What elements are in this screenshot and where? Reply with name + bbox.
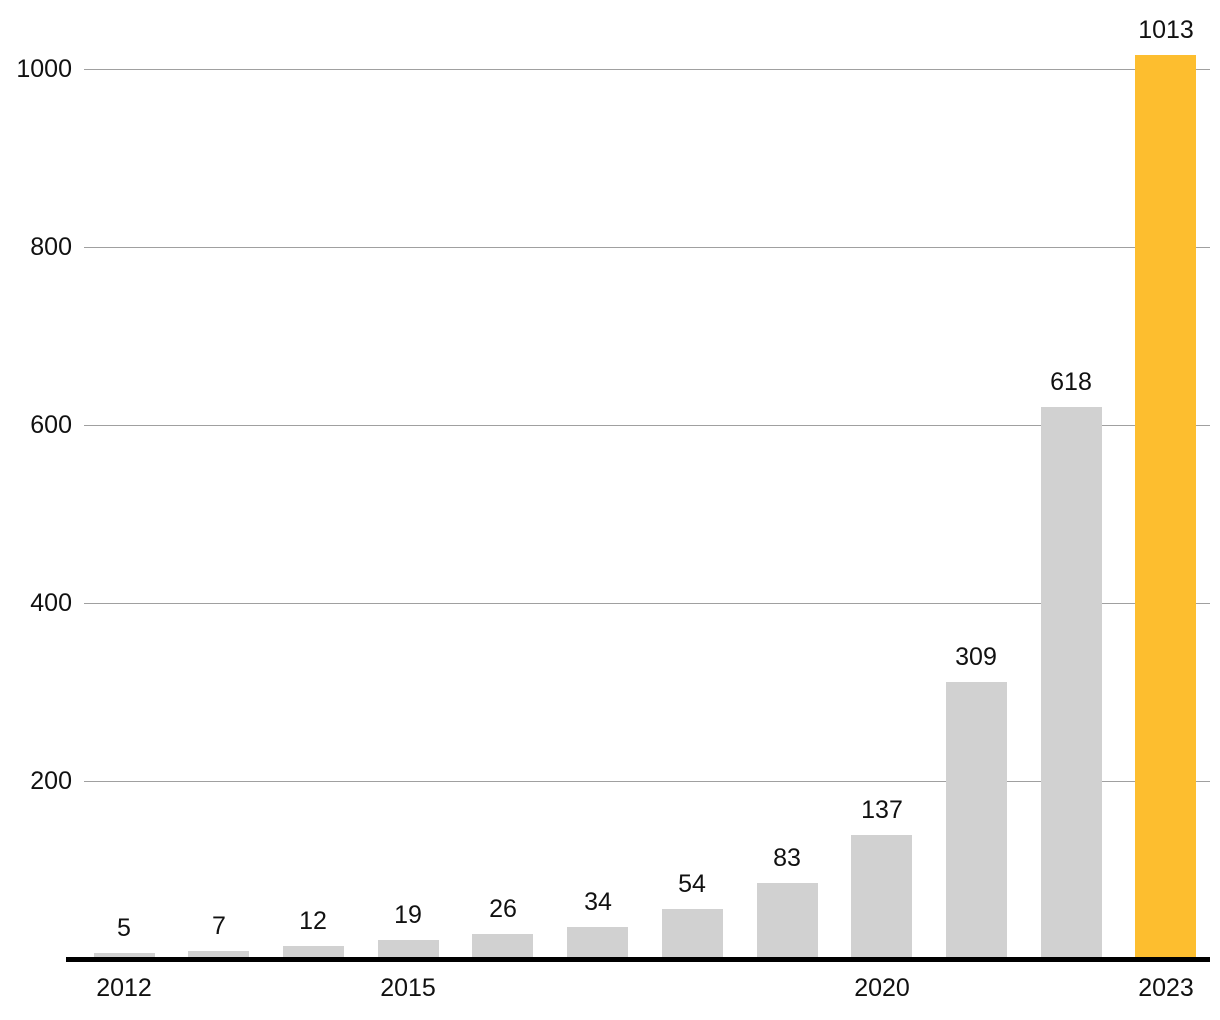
gridline-1000 [84, 69, 1210, 70]
bar-value-label-2020: 137 [861, 796, 903, 824]
bar-2019 [757, 883, 818, 957]
bar-2016 [472, 934, 533, 957]
bar-value-label-2012: 5 [117, 914, 131, 942]
gridline-600 [84, 425, 1210, 426]
bar-value-label-2018: 54 [678, 870, 706, 898]
bar-2014 [283, 946, 344, 957]
gridline-400 [84, 603, 1210, 604]
y-tick-label-600: 600 [30, 411, 72, 439]
bar-value-label-2023: 1013 [1138, 16, 1194, 44]
bar-value-label-2016: 26 [489, 895, 517, 923]
x-tick-label-2020: 2020 [854, 974, 910, 1002]
bar-value-label-2019: 83 [773, 844, 801, 872]
bar-value-label-2021: 309 [955, 643, 997, 671]
bar-2015 [378, 940, 439, 957]
y-tick-label-400: 400 [30, 589, 72, 617]
bar-value-label-2014: 12 [299, 907, 327, 935]
gridline-800 [84, 247, 1210, 248]
bar-value-label-2022: 618 [1050, 368, 1092, 396]
x-tick-label-2015: 2015 [380, 974, 436, 1002]
x-tick-label-2012: 2012 [96, 974, 152, 1002]
bar-2021 [946, 682, 1007, 957]
y-tick-label-200: 200 [30, 767, 72, 795]
y-tick-label-1000: 1000 [16, 55, 72, 83]
bar-value-label-2013: 7 [212, 912, 226, 940]
bar-2022 [1041, 407, 1102, 957]
bar-2013 [188, 951, 249, 957]
bar-value-label-2017: 34 [584, 888, 612, 916]
bar-value-label-2015: 19 [394, 901, 422, 929]
gridline-200 [84, 781, 1210, 782]
bar-2012 [94, 953, 155, 957]
bar-2018 [662, 909, 723, 957]
bar-2017 [567, 927, 628, 957]
bar-2020 [851, 835, 912, 957]
x-axis-line [66, 957, 1210, 962]
x-tick-label-2023: 2023 [1138, 974, 1194, 1002]
y-tick-label-800: 800 [30, 233, 72, 261]
bar-2023 [1135, 55, 1196, 957]
